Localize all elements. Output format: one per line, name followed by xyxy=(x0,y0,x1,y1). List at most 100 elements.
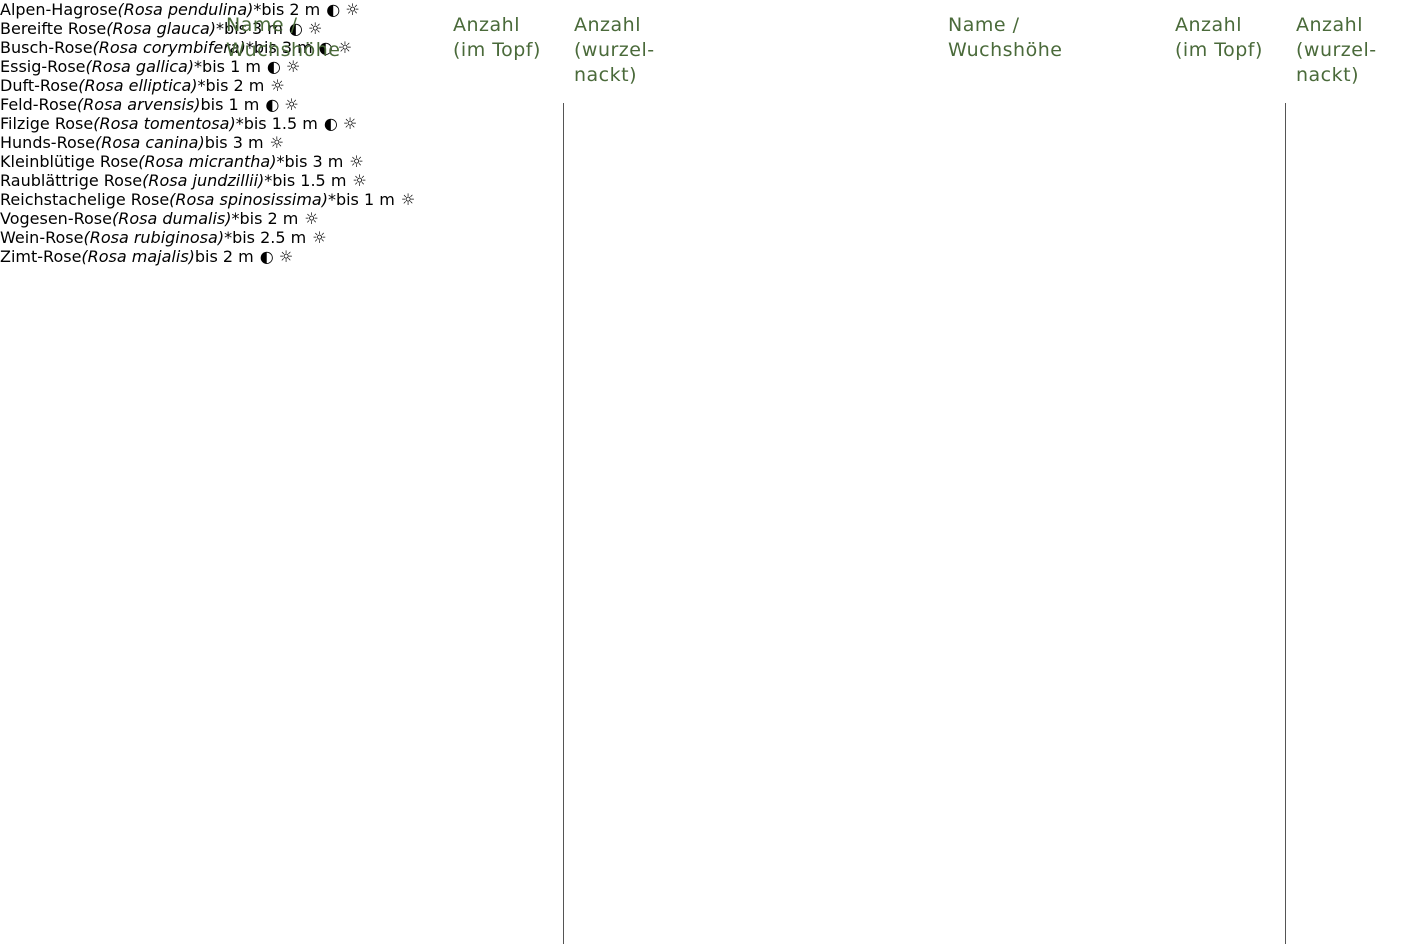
light-icons: ◐ ☼ xyxy=(288,19,323,38)
plant-name: Duft-Rose xyxy=(0,76,79,95)
height-line: bis 3 m ☼ xyxy=(284,152,363,171)
row-text: Reichstachelige Rose(Rosa spinosissima)*… xyxy=(0,190,1411,209)
latin-line: (Rosa rubiginosa)* xyxy=(83,228,232,247)
row-text: Vogesen-Rose(Rosa dumalis)*bis 2 m ☼ xyxy=(0,209,1411,228)
row-text: Busch-Rose(Rosa corymbifera)*bis 3 m ◐ ☼ xyxy=(0,38,1411,57)
plant-name: Hunds-Rose xyxy=(0,133,95,152)
height: bis 3 m xyxy=(224,19,283,38)
header-topf: Anzahl (im Topf) xyxy=(1175,14,1263,61)
row-text: Duft-Rose(Rosa elliptica)*bis 2 m ☼ xyxy=(0,76,1411,95)
asterisk: * xyxy=(253,0,262,19)
height: bis 2 m xyxy=(261,0,321,19)
asterisk: * xyxy=(194,57,203,76)
height-line: bis 2 m ◐ ☼ xyxy=(195,247,293,266)
latin-line: (Rosa corymbifera)* xyxy=(93,38,254,57)
latin-name: (Rosa micrantha) xyxy=(138,152,277,171)
row-text: Alpen-Hagrose(Rosa pendulina)*bis 2 m ◐ ☼ xyxy=(0,0,1411,19)
light-icons: ◐ ☼ xyxy=(266,57,301,76)
height-line: bis 3 m ◐ ☼ xyxy=(224,19,322,38)
height-line: bis 2 m ☼ xyxy=(206,76,285,95)
plant-name: Alpen-Hagrose xyxy=(0,0,118,19)
latin-name: (Rosa spinosissima) xyxy=(169,190,328,209)
height: bis 2 m xyxy=(239,209,299,228)
latin-line: (Rosa pendulina)* xyxy=(118,0,262,19)
light-icons: ◐ ☼ xyxy=(318,38,353,57)
height: bis 1.5 m xyxy=(272,171,347,190)
asterisk: * xyxy=(264,171,273,190)
plant-name: Filzige Rose xyxy=(0,114,94,133)
light-icons: ☼ xyxy=(349,152,364,171)
asterisk: * xyxy=(231,209,240,228)
latin-line: (Rosa micrantha)* xyxy=(138,152,284,171)
light-icons: ◐ ☼ xyxy=(323,114,358,133)
latin-name: (Rosa tomentosa) xyxy=(93,114,236,133)
height: bis 3 m xyxy=(204,133,264,152)
height: bis 1 m xyxy=(200,95,260,114)
light-icons: ☼ xyxy=(352,171,367,190)
height: bis 1.5 m xyxy=(243,114,318,133)
latin-name: (Rosa dumalis) xyxy=(111,209,232,228)
asterisk: * xyxy=(216,19,225,38)
height-line: bis 3 m ◐ ☼ xyxy=(254,38,352,57)
row-text: Bereifte Rose(Rosa glauca)*bis 3 m ◐ ☼ xyxy=(0,19,1411,38)
height-line: bis 1.5 m ☼ xyxy=(272,171,366,190)
light-icons: ◐ ☼ xyxy=(259,247,294,266)
plant-name: Raublättrige Rose xyxy=(0,171,143,190)
asterisk: * xyxy=(276,152,285,171)
light-icons: ☼ xyxy=(312,228,327,247)
height: bis 3 m xyxy=(253,38,313,57)
height-line: bis 1 m ◐ ☼ xyxy=(201,95,299,114)
header-name: Name / Wuchshöhe xyxy=(226,14,341,61)
latin-name: (Rosa arvensis) xyxy=(76,95,201,114)
height-line: bis 3 m ☼ xyxy=(205,133,284,152)
asterisk: * xyxy=(197,76,206,95)
plant-name: Vogesen-Rose xyxy=(0,209,112,228)
latin-line: (Rosa dumalis)* xyxy=(112,209,240,228)
plant-name: Essig-Rose xyxy=(0,57,86,76)
asterisk: * xyxy=(235,114,244,133)
latin-name: (Rosa canina) xyxy=(94,133,205,152)
plant-name: Busch-Rose xyxy=(0,38,93,57)
light-icons: ☼ xyxy=(270,76,285,95)
row-text: Feld-Rose(Rosa arvensis)bis 1 m ◐ ☼ xyxy=(0,95,1411,114)
latin-name: (Rosa majalis) xyxy=(81,247,195,266)
row-text: Wein-Rose(Rosa rubiginosa)*bis 2.5 m ☼ xyxy=(0,228,1411,247)
height: bis 2.5 m xyxy=(232,228,307,247)
light-icons: ◐ ☼ xyxy=(326,0,360,19)
latin-name: (Rosa pendulina) xyxy=(117,0,254,19)
latin-name: (Rosa corymbifera) xyxy=(92,38,246,57)
row-text: Raublättrige Rose(Rosa jundzillii)*bis 1… xyxy=(0,171,1411,190)
height-line: bis 1.5 m ◐ ☼ xyxy=(244,114,358,133)
height-line: bis 2.5 m ☼ xyxy=(232,228,326,247)
divider xyxy=(1285,103,1286,944)
asterisk: * xyxy=(327,190,336,209)
row-text: Kleinblütige Rose(Rosa micrantha)*bis 3 … xyxy=(0,152,1411,171)
header-wurzel: Anzahl (wurzel- nackt) xyxy=(1296,14,1377,86)
latin-line: (Rosa spinosissima)* xyxy=(169,190,336,209)
latin-line: (Rosa tomentosa)* xyxy=(93,114,243,133)
light-icons: ☼ xyxy=(400,190,416,209)
height: bis 1 m xyxy=(335,190,395,209)
light-icons: ◐ ☼ xyxy=(265,95,299,114)
height-line: bis 1 m ☼ xyxy=(336,190,415,209)
height: bis 1 m xyxy=(202,57,261,76)
row-text: Zimt-Rose(Rosa majalis)bis 2 m ◐ ☼ xyxy=(0,247,1411,266)
latin-name: (Rosa gallica) xyxy=(85,57,195,76)
latin-line: (Rosa elliptica)* xyxy=(78,76,205,95)
header-wurzel: Anzahl (wurzel- nackt) xyxy=(574,14,655,86)
plant-name: Feld-Rose xyxy=(0,95,77,114)
header-topf: Anzahl (im Topf) xyxy=(453,14,541,61)
latin-line: (Rosa gallica)* xyxy=(86,57,203,76)
asterisk: * xyxy=(245,38,254,57)
plant-name: Reichstachelige Rose xyxy=(0,190,170,209)
height: bis 3 m xyxy=(284,152,344,171)
latin-name: (Rosa rubiginosa) xyxy=(83,228,225,247)
height-line: bis 2 m ☼ xyxy=(239,209,318,228)
divider xyxy=(563,103,564,944)
latin-line: (Rosa majalis) xyxy=(81,247,194,266)
latin-name: (Rosa jundzillii) xyxy=(142,171,265,190)
height: bis 2 m xyxy=(205,76,265,95)
latin-line: (Rosa canina) xyxy=(95,133,205,152)
row-text: Filzige Rose(Rosa tomentosa)*bis 1.5 m ◐ … xyxy=(0,114,1411,133)
latin-line: (Rosa jundzillii)* xyxy=(142,171,272,190)
